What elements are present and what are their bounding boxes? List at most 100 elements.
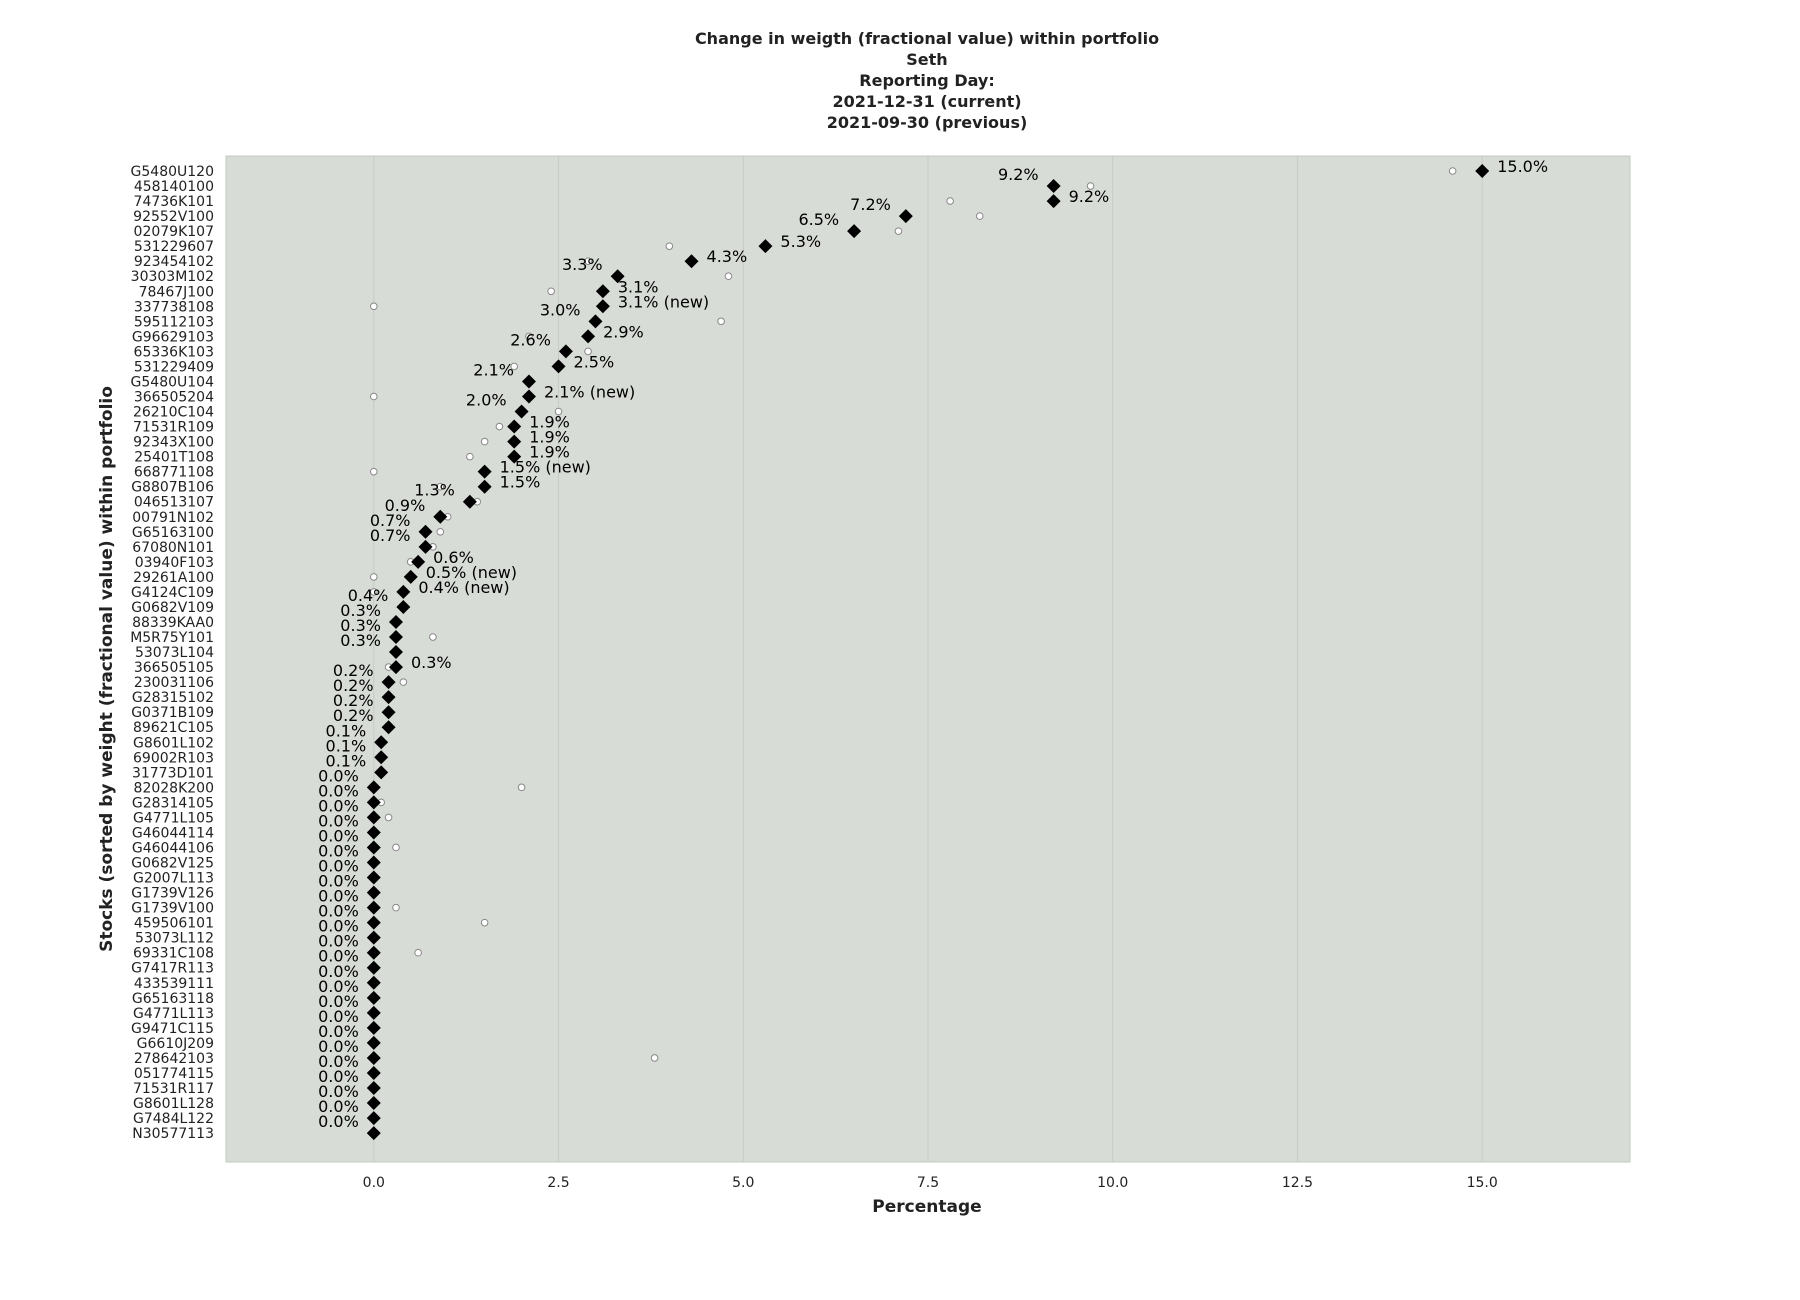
y-tick-label: 459506101 <box>134 916 214 932</box>
y-tick-label: 82028K200 <box>134 780 214 796</box>
data-label: 0.3% <box>340 601 381 620</box>
current-point <box>595 299 610 314</box>
y-tick-label: G9471C115 <box>131 1021 214 1037</box>
previous-point <box>554 407 563 416</box>
previous-point <box>584 347 592 356</box>
current-point <box>366 1111 381 1126</box>
current-point <box>411 554 426 569</box>
current-point <box>758 239 773 254</box>
current-point <box>366 870 381 885</box>
data-label: 2.9% <box>603 322 644 341</box>
title-line: Seth <box>906 50 947 69</box>
y-tick-label: G4771L113 <box>133 1006 214 1022</box>
data-label: 15.0% <box>1497 157 1548 176</box>
x-tick-label: 7.5 <box>917 1175 939 1191</box>
previous-point <box>384 813 393 822</box>
y-tick-label: G8601L128 <box>133 1096 214 1112</box>
previous-point <box>429 633 437 641</box>
y-tick-label: 433539111 <box>134 976 214 992</box>
y-tick-label: G65163100 <box>132 525 214 541</box>
data-label: 1.5% (new) <box>500 458 591 477</box>
data-label: 3.0% <box>540 300 581 319</box>
previous-point <box>495 422 504 431</box>
current-point <box>366 1126 381 1141</box>
current-point <box>1046 179 1061 194</box>
y-tick-label: G2007L113 <box>133 871 214 887</box>
y-tick-label: 230031106 <box>134 675 214 691</box>
title-line: Change in weigth (fractional value) with… <box>695 29 1159 48</box>
y-tick-label: G28314105 <box>132 795 214 811</box>
data-label: 0.0% <box>318 1082 359 1101</box>
current-point <box>366 930 381 945</box>
y-tick-label: 92343X100 <box>133 435 214 451</box>
data-label: 1.9% <box>529 443 570 462</box>
data-label: 3.3% <box>562 255 603 274</box>
y-tick-label: G96629103 <box>132 329 214 345</box>
x-tick-label: 5.0 <box>732 1175 754 1191</box>
y-tick-label: 71531R109 <box>133 420 214 436</box>
current-point <box>366 1050 381 1065</box>
data-label: 7.2% <box>850 195 891 214</box>
data-label: 0.0% <box>318 796 359 815</box>
data-label: 0.0% <box>318 992 359 1011</box>
title-line: Reporting Day: <box>859 71 994 90</box>
data-label: 0.9% <box>385 496 426 515</box>
y-tick-label: G0371B109 <box>131 705 214 721</box>
y-tick-label: G5480U104 <box>131 374 215 390</box>
current-point <box>581 329 596 344</box>
previous-point <box>436 527 445 536</box>
y-tick-label: 88339KAA0 <box>132 615 214 631</box>
y-tick-label: 02079K107 <box>134 224 214 240</box>
previous-point <box>946 197 954 205</box>
y-tick-label: 30303M102 <box>131 269 214 285</box>
current-point <box>388 645 403 660</box>
chart-title: Change in weigth (fractional value) with… <box>695 29 1159 132</box>
y-tick-label: 595112103 <box>134 314 214 330</box>
current-point <box>477 464 492 479</box>
previous-point <box>414 948 422 957</box>
data-label: 1.3% <box>414 481 455 500</box>
x-axis-ticks: 0.0 2.5 5.0 7.5 10.0 12.5 15.0 <box>363 1175 1498 1191</box>
x-tick-label: 15.0 <box>1467 1175 1498 1191</box>
previous-point <box>392 903 400 912</box>
y-tick-label: 337738108 <box>134 299 214 315</box>
y-tick-label: 53073L112 <box>135 931 214 947</box>
previous-point <box>1448 167 1457 175</box>
data-label: 0.0% <box>318 977 359 996</box>
data-label: 0.0% <box>318 1007 359 1026</box>
y-tick-label: G65163118 <box>132 991 214 1007</box>
y-axis-label: Stocks (sorted by weight (fractional val… <box>97 386 117 952</box>
y-tick-label: 366505105 <box>134 660 214 676</box>
current-point <box>551 359 566 374</box>
data-label: 0.1% <box>326 751 367 770</box>
data-label: 1.9% <box>529 428 570 447</box>
previous-point <box>650 1054 659 1062</box>
data-label: 1.9% <box>529 413 570 432</box>
previous-point <box>369 467 378 476</box>
current-point <box>388 614 403 629</box>
data-label: 0.6% <box>433 548 474 567</box>
current-point <box>366 780 381 795</box>
y-tick-label: G0682V109 <box>131 600 214 616</box>
data-label: 5.3% <box>780 232 821 251</box>
y-tick-label: 53073L104 <box>135 645 214 661</box>
current-point <box>847 224 862 239</box>
y-tick-label: 03940F103 <box>135 555 214 571</box>
data-label: 0.4% (new) <box>418 578 509 597</box>
current-point <box>507 419 522 434</box>
y-tick-label: 69002R103 <box>133 750 214 766</box>
data-label: 2.1% <box>473 360 514 379</box>
y-tick-label: G8807B106 <box>131 480 214 496</box>
y-tick-label: G1739V100 <box>131 901 214 917</box>
y-tick-label: 531229409 <box>134 359 214 375</box>
data-label: 0.5% (new) <box>426 563 517 582</box>
current-point <box>433 509 448 524</box>
current-point <box>374 735 389 750</box>
previous-point <box>369 573 378 581</box>
title-line: 2021-12-31 (current) <box>832 92 1021 111</box>
previous-point <box>369 588 378 596</box>
data-label: 0.0% <box>318 781 359 800</box>
current-point <box>381 675 396 690</box>
current-point <box>366 1081 381 1096</box>
